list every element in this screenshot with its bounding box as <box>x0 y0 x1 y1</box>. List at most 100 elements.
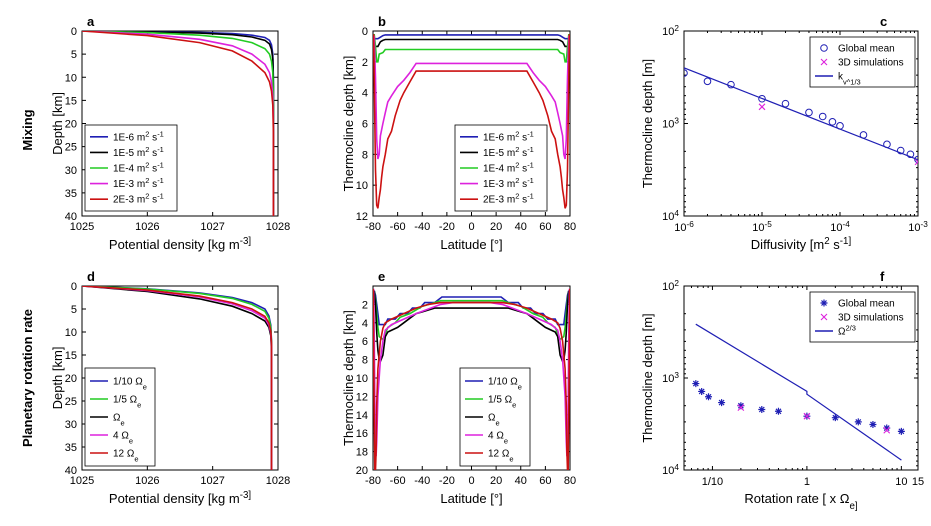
text-span: 4 <box>674 463 679 472</box>
legend-marker <box>820 58 828 66</box>
series-line <box>374 34 569 40</box>
panel-d: 1025 1026 1027 1028 0 5 10 15 20 25 30 35 40 Potentia… <box>50 269 290 506</box>
data-point <box>854 418 862 426</box>
text-span: 1E-5 m <box>113 148 145 159</box>
text-span: 10 <box>830 222 842 234</box>
legend-label: 4 Ωe <box>113 431 133 446</box>
data-point <box>758 406 766 414</box>
data-point <box>914 155 918 164</box>
data-point <box>781 99 790 108</box>
text-span: 2 <box>674 279 679 288</box>
text-span: 10 <box>662 373 674 385</box>
text-span: e <box>512 400 516 409</box>
series-group <box>684 67 918 166</box>
y-tick-label: 104 <box>662 209 679 224</box>
x-tick-label: 15 <box>912 476 924 488</box>
x-axis-label: Latitude [°] <box>440 491 502 506</box>
y-tick-label: 102 <box>662 279 679 294</box>
legend: 1E-6 m2 s-11E-5 m2 s-11E-4 m2 s-11E-3 m2… <box>84 124 178 212</box>
text-span: 10 <box>908 222 920 234</box>
text-span: 10 <box>752 222 764 234</box>
text-span: 12 Ω <box>488 449 510 460</box>
text-span: s <box>519 179 527 190</box>
text-span: 3D simulations <box>838 58 904 69</box>
text-span: s <box>519 132 527 143</box>
x-tick-label: -40 <box>414 221 430 233</box>
series-line <box>82 31 275 216</box>
series-line <box>82 31 275 216</box>
x-axis-label: Diffusivity [m2 s-1] <box>751 236 852 253</box>
text-span: s <box>519 164 527 175</box>
text-span: e <box>518 382 522 391</box>
text-span: 2 <box>515 191 519 200</box>
y-tick-label: 0 <box>71 281 77 293</box>
legend-label: 3D simulations <box>838 313 904 324</box>
x-tick-label: 20 <box>490 475 502 487</box>
series-line <box>374 38 569 48</box>
y-tick-label: 12 <box>356 391 368 403</box>
text-span: Depth [km] <box>50 92 65 155</box>
x-tick-label: 10 <box>895 476 907 488</box>
y-tick-label: 16 <box>356 428 368 440</box>
text-span: e <box>120 418 124 427</box>
text-span: e <box>129 436 133 445</box>
text-span: -1 <box>527 129 534 138</box>
legend-label: 1/10 Ωe <box>488 377 522 392</box>
data-point <box>758 94 766 103</box>
text-span: -5 <box>764 220 772 229</box>
y-tick-label: 20 <box>65 373 77 385</box>
data-point <box>828 118 837 126</box>
text-span: 4 <box>674 209 679 218</box>
x-axis-label: Rotation rate [ x Ωe] <box>744 491 858 512</box>
text-span: 1E-3 m <box>113 179 145 190</box>
text-span: Thermocline depth [km] <box>341 310 356 446</box>
text-span: 2 <box>145 176 149 185</box>
data-point <box>897 427 905 435</box>
legend-label: 3D simulations <box>838 58 904 69</box>
text-span: 2 <box>515 144 519 153</box>
panel-label: a <box>87 14 95 29</box>
legend-label: 1E-5 m2 s-1 <box>483 144 534 159</box>
text-span: 2 <box>515 160 519 169</box>
y-tick-label: 25 <box>65 396 77 408</box>
text-span: 1E-4 m <box>113 164 145 175</box>
text-span: s <box>830 237 841 252</box>
y-tick-label: 25 <box>65 142 77 154</box>
panel-a: 1025 1026 1027 1028 0 5 10 15 20 25 30 35 40 Potentia… <box>50 14 290 252</box>
legend-box <box>809 291 916 343</box>
data-point <box>818 112 827 121</box>
legend-label: Ωe <box>488 413 500 428</box>
text-span: 3 <box>674 116 679 125</box>
text-span: 2/3 <box>845 323 855 332</box>
data-point <box>692 380 700 388</box>
x-tick-label: -80 <box>365 221 381 233</box>
legend-label: 1/10 Ωe <box>113 377 147 392</box>
text-span: Depth [km] <box>50 347 65 410</box>
legend-marker <box>820 299 828 307</box>
y-tick-label: 8 <box>362 149 368 161</box>
x-axis-label: Latitude [°] <box>440 237 502 252</box>
text-span: Ω <box>113 413 121 424</box>
series-line <box>684 67 918 161</box>
panel-label: d <box>87 269 95 284</box>
y-axis-label: Depth [km] <box>50 347 65 410</box>
row-label-mixing: Mixing <box>20 109 35 150</box>
y-tick-label: 30 <box>65 165 77 177</box>
x-tick-label: -60 <box>390 221 406 233</box>
x-tick-label: 1/10 <box>702 476 723 488</box>
series-line <box>373 34 570 209</box>
data-point <box>703 77 712 86</box>
legend-label: kv^1/3 <box>838 72 861 87</box>
text-span: Ω <box>488 413 496 424</box>
x-tick-label: -20 <box>439 221 455 233</box>
text-span: -1 <box>527 176 534 185</box>
legend-label: 2E-3 m2 s-1 <box>483 191 534 206</box>
text-span: s <box>149 179 157 190</box>
series-line <box>695 323 902 461</box>
x-tick-label: 1028 <box>266 221 290 233</box>
text-span: 10 <box>895 476 907 488</box>
text-span: Global mean <box>838 299 895 310</box>
x-tick-label: 40 <box>515 221 527 233</box>
text-span: 2 <box>145 160 149 169</box>
